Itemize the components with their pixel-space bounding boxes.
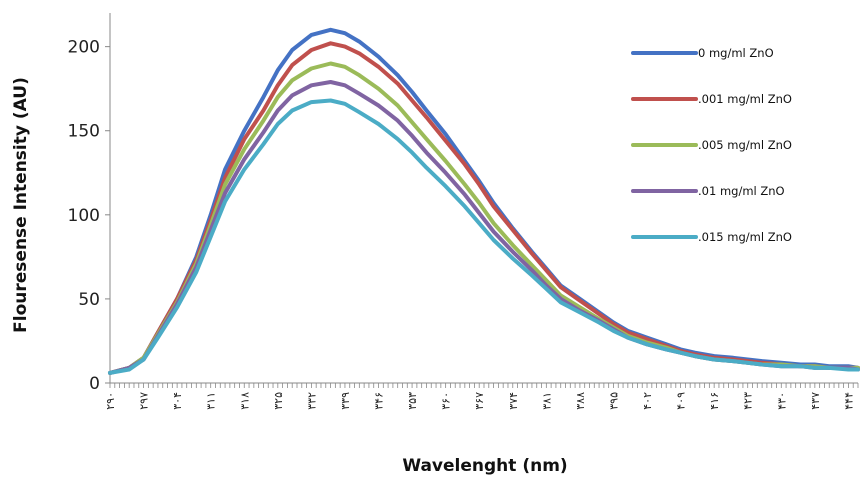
series-line-5: [108, 98, 860, 375]
y-tick-label: 50: [78, 290, 100, 310]
x-tick-label: ۳۶۷: [473, 392, 486, 410]
x-tick-label: ۳۷۴: [507, 392, 520, 410]
x-tick-label: ۳۰۴: [171, 392, 184, 410]
y-tick-label: 0: [89, 374, 100, 394]
legend-label: .015 mg/ml ZnO: [698, 230, 792, 244]
x-tick-label: ۴۴۴: [842, 392, 855, 410]
x-axis-ticks: ۲۹۰ ۲۹۷ ۳۰۴ ۳۱۱ ۳۱۸ ۳۲۵ ۳۳۲ ۳۳۹ ۳۴۶ ۳۵۳ ۳۶۰ ۳۶۷ ۳۷۴ ۳…: [104, 383, 859, 410]
x-tick-label: ۳۶۰: [440, 392, 453, 410]
x-tick-label: ۴۰۲: [641, 392, 654, 410]
x-tick-label: ۲۹۰: [104, 392, 117, 410]
series-lines: [108, 27, 860, 375]
y-axis-title: Flouresense Intensity (AU): [11, 77, 31, 333]
legend-label: 0 mg/ml ZnO: [698, 46, 774, 60]
x-tick-label: ۳۴۶: [373, 392, 386, 410]
legend-label: .01 mg/ml ZnO: [698, 184, 785, 198]
x-tick-label: ۳۸۱: [540, 392, 553, 410]
x-tick-label: ۳۳۹: [339, 392, 352, 410]
x-tick-label: ۴۳۰: [775, 392, 788, 410]
x-tick-label: ۴۳۷: [809, 392, 822, 410]
legend-label: .001 mg/ml ZnO: [698, 92, 792, 106]
y-tick-label: 150: [68, 122, 100, 142]
x-tick-label: ۴۱۶: [708, 392, 721, 410]
x-tick-label: ۴۲۳: [742, 392, 755, 410]
x-tick-label: ۳۳۲: [305, 392, 318, 410]
x-tick-label: ۳۸۸: [574, 392, 587, 410]
x-tick-label: ۴۰۹: [675, 392, 688, 410]
x-tick-label: ۳۱۸: [238, 392, 251, 410]
y-tick-label: 200: [68, 38, 100, 58]
x-axis-title: Wavelenght (nm): [402, 456, 567, 476]
legend-label: .005 mg/ml ZnO: [698, 138, 792, 152]
y-tick-label: 100: [68, 206, 100, 226]
x-tick-label: ۲۹۷: [138, 392, 151, 410]
y-axis-ticks: 0 50 100 150 200: [68, 38, 110, 394]
x-tick-label: ۳۵۳: [406, 392, 419, 410]
x-tick-label: ۳۹۵: [607, 392, 620, 410]
legend: 0 mg/ml ZnO .001 mg/ml ZnO .005 mg/ml ZnO.…: [631, 46, 792, 244]
x-tick-label: ۳۱۱: [205, 392, 218, 410]
x-tick-label: ۳۲۵: [272, 392, 285, 410]
